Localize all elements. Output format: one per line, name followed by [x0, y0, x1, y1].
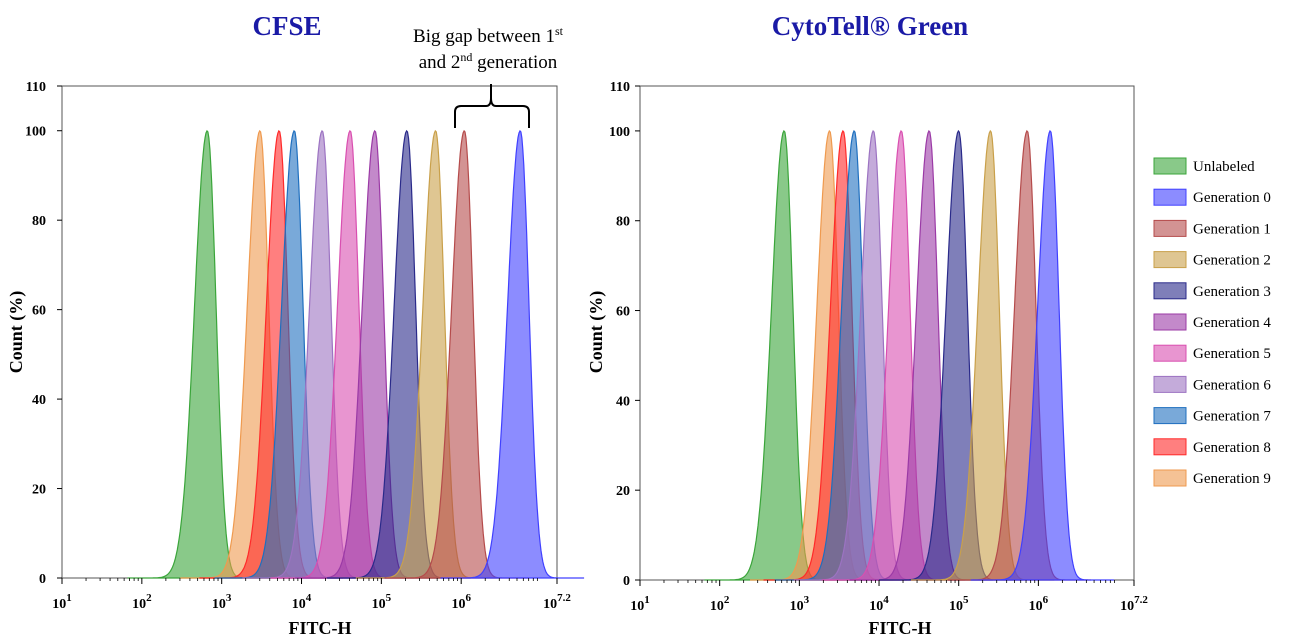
- cfse-x-tick-label: 103: [212, 592, 232, 612]
- cytotell-y-tick-label: 110: [610, 80, 630, 95]
- cytotell-y-tick-label: 0: [623, 574, 630, 589]
- cfse-x-tick-label: 105: [372, 592, 392, 612]
- legend-swatch-generation-0: [1153, 188, 1187, 206]
- cfse-x-tick-label: 104: [292, 592, 312, 612]
- legend: Unlabeled Generation 0 Generation 1 Generat…: [1153, 157, 1271, 487]
- cytotell-y-tick-label: 100: [609, 125, 630, 140]
- cfse-y-tick-label: 40: [32, 393, 46, 408]
- cfse-y-tick-label: 0: [39, 572, 46, 587]
- legend-swatch-generation-1: [1153, 219, 1187, 237]
- cytotell-y-tick-label: 20: [616, 484, 630, 499]
- legend-swatch-generation-2: [1153, 251, 1187, 269]
- legend-label-generation-6: Generation 6: [1193, 377, 1271, 393]
- legend-swatch-generation-7: [1153, 407, 1187, 425]
- cytotell-x-tick-label: 101: [630, 594, 650, 614]
- annotation-brace: [454, 84, 530, 128]
- legend-swatch-generation-5: [1153, 344, 1187, 362]
- legend-label-generation-2: Generation 2: [1193, 253, 1271, 269]
- gap-annotation: Big gap between 1st and 2nd generation: [413, 24, 564, 128]
- legend-swatch-unlabeled: [1153, 157, 1187, 175]
- cfse-x-tick-label: 102: [132, 592, 152, 612]
- cfse-y-tick-label: 100: [25, 125, 46, 140]
- legend-label-unlabeled: Unlabeled: [1193, 159, 1255, 175]
- cytotell-title: CytoTell® Green: [772, 11, 968, 41]
- cfse-x-tick-label: 106: [451, 592, 471, 612]
- cytotell-x-tick-label: 105: [949, 594, 969, 614]
- cfse-y-axis-label: Count (%): [6, 291, 27, 374]
- legend-label-generation-8: Generation 8: [1193, 440, 1271, 456]
- cytotell-y-axis-label: Count (%): [586, 291, 607, 374]
- cytotell-x-axis-label: FITC-H: [869, 618, 932, 638]
- cfse-y-tick-label: 20: [32, 483, 46, 498]
- cytotell-x-tick-label: 106: [1029, 594, 1049, 614]
- cytotell-x-tick-label: 107.2: [1120, 594, 1148, 614]
- legend-label-generation-3: Generation 3: [1193, 284, 1271, 300]
- legend-label-generation-4: Generation 4: [1193, 315, 1271, 331]
- cytotell-x-tick-label: 102: [710, 594, 730, 614]
- cfse-series-generation-0: [440, 129, 585, 579]
- cfse-panel: CFSE 0 20 40 60 80 100 110 101 102 103 104 105 106 10…: [6, 11, 585, 638]
- cytotell-series-generation-0: [970, 129, 1115, 581]
- legend-swatch-generation-8: [1153, 438, 1187, 456]
- cytotell-y-tick-label: 40: [616, 394, 630, 409]
- annotation-line-2: and 2nd generation: [419, 50, 558, 73]
- legend-swatch-generation-4: [1153, 313, 1187, 331]
- cfse-x-tick-label: 101: [52, 592, 72, 612]
- cytotell-y-tick-label: 60: [616, 305, 630, 320]
- cytotell-panel: CytoTell® Green 0 20 40 60 80 100 110 101 102 103…: [586, 11, 1148, 638]
- cfse-x-axis-label: FITC-H: [289, 618, 352, 638]
- cfse-y-tick-label: 110: [26, 80, 46, 95]
- legend-label-generation-1: Generation 1: [1193, 221, 1271, 237]
- cfse-y-tick-label: 60: [32, 304, 46, 319]
- legend-swatch-generation-6: [1153, 375, 1187, 393]
- cfse-title: CFSE: [252, 11, 321, 41]
- cytotell-y-tick-label: 80: [616, 215, 630, 230]
- legend-label-generation-7: Generation 7: [1193, 409, 1271, 425]
- cfse-y-tick-label: 80: [32, 214, 46, 229]
- cytotell-x-tick-label: 103: [790, 594, 810, 614]
- legend-label-generation-9: Generation 9: [1193, 471, 1271, 487]
- legend-swatch-generation-3: [1153, 282, 1187, 300]
- legend-swatch-generation-9: [1153, 469, 1187, 487]
- cytotell-x-tick-label: 104: [869, 594, 889, 614]
- cfse-x-tick-label: 107.2: [543, 592, 571, 612]
- legend-label-generation-0: Generation 0: [1193, 190, 1271, 206]
- annotation-line-1: Big gap between 1st: [413, 24, 564, 47]
- legend-label-generation-5: Generation 5: [1193, 346, 1271, 362]
